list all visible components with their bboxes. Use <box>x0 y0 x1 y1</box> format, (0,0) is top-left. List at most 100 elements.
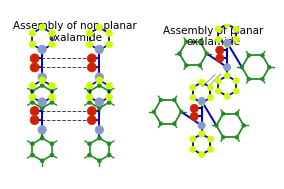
Circle shape <box>87 142 91 146</box>
Circle shape <box>215 26 222 32</box>
Circle shape <box>185 64 188 67</box>
Circle shape <box>185 40 188 44</box>
Circle shape <box>224 21 230 27</box>
Circle shape <box>107 142 111 146</box>
Circle shape <box>97 106 101 110</box>
Circle shape <box>215 88 222 94</box>
Circle shape <box>152 110 156 114</box>
Circle shape <box>40 159 44 163</box>
Circle shape <box>87 115 96 125</box>
Circle shape <box>224 39 231 46</box>
Text: Assembly of planar
oxalamide: Assembly of planar oxalamide <box>163 26 263 47</box>
Circle shape <box>233 36 239 43</box>
Circle shape <box>30 115 39 125</box>
Circle shape <box>97 159 101 163</box>
Circle shape <box>40 106 44 110</box>
Circle shape <box>49 41 55 48</box>
Circle shape <box>40 136 44 140</box>
Circle shape <box>173 122 176 125</box>
Circle shape <box>199 131 205 137</box>
Circle shape <box>199 151 205 157</box>
Circle shape <box>190 104 198 112</box>
Circle shape <box>199 100 205 106</box>
Circle shape <box>190 112 198 120</box>
Circle shape <box>87 153 91 157</box>
Circle shape <box>207 136 214 142</box>
Circle shape <box>107 100 111 104</box>
Circle shape <box>222 136 225 139</box>
Circle shape <box>30 100 34 104</box>
Circle shape <box>95 98 104 106</box>
Circle shape <box>247 77 250 81</box>
Circle shape <box>39 77 45 84</box>
Circle shape <box>38 73 46 81</box>
Circle shape <box>87 100 91 104</box>
Circle shape <box>198 97 205 105</box>
Circle shape <box>50 153 54 157</box>
Circle shape <box>247 54 250 57</box>
Circle shape <box>233 78 239 84</box>
Circle shape <box>190 94 196 101</box>
Circle shape <box>261 54 264 57</box>
Circle shape <box>49 94 55 100</box>
Circle shape <box>233 26 239 32</box>
Circle shape <box>106 41 112 48</box>
Circle shape <box>95 126 104 134</box>
Circle shape <box>198 40 202 44</box>
Circle shape <box>205 52 208 55</box>
Circle shape <box>190 84 196 91</box>
Circle shape <box>96 99 103 106</box>
Circle shape <box>95 45 104 53</box>
Circle shape <box>224 41 230 48</box>
Circle shape <box>224 93 230 99</box>
Circle shape <box>235 136 239 139</box>
Circle shape <box>216 54 224 62</box>
Text: Assembly of non-planar
oxalamide: Assembly of non-planar oxalamide <box>13 22 137 43</box>
Circle shape <box>86 41 93 48</box>
Circle shape <box>107 89 111 93</box>
Circle shape <box>29 94 36 100</box>
Circle shape <box>207 146 214 152</box>
Circle shape <box>240 65 244 69</box>
Circle shape <box>86 94 93 100</box>
Circle shape <box>215 36 222 43</box>
Circle shape <box>38 45 46 53</box>
Circle shape <box>50 142 54 146</box>
Circle shape <box>178 52 181 55</box>
Circle shape <box>107 153 111 157</box>
Circle shape <box>159 122 162 125</box>
Circle shape <box>268 65 271 69</box>
Circle shape <box>30 54 39 63</box>
Circle shape <box>86 30 93 36</box>
Circle shape <box>39 24 45 31</box>
Circle shape <box>86 83 93 89</box>
Circle shape <box>40 84 44 88</box>
Circle shape <box>38 126 46 134</box>
Circle shape <box>29 30 36 36</box>
Circle shape <box>215 124 218 127</box>
Circle shape <box>39 47 45 53</box>
Circle shape <box>87 107 96 115</box>
Circle shape <box>173 98 176 102</box>
Circle shape <box>198 64 202 67</box>
Circle shape <box>49 83 55 89</box>
Circle shape <box>29 83 36 89</box>
Circle shape <box>224 64 231 71</box>
Circle shape <box>207 84 214 91</box>
Circle shape <box>30 142 34 146</box>
Circle shape <box>29 41 36 48</box>
Circle shape <box>96 77 103 84</box>
Circle shape <box>233 88 239 94</box>
Circle shape <box>199 79 205 85</box>
Circle shape <box>261 77 264 81</box>
Circle shape <box>87 63 96 72</box>
Circle shape <box>30 63 39 72</box>
Circle shape <box>242 124 245 127</box>
Circle shape <box>87 89 91 93</box>
Circle shape <box>30 89 34 93</box>
Circle shape <box>216 46 224 54</box>
Circle shape <box>179 110 183 114</box>
Circle shape <box>235 112 239 115</box>
Circle shape <box>190 146 196 152</box>
Circle shape <box>159 98 162 102</box>
